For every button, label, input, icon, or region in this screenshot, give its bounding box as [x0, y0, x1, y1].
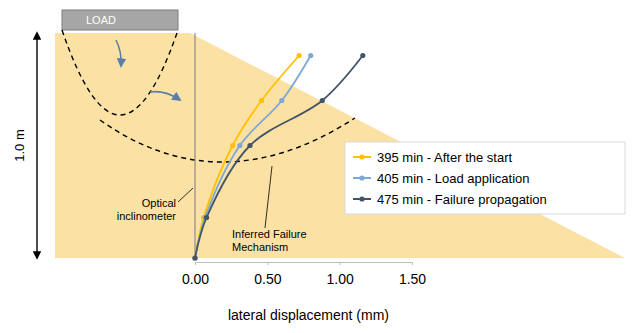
- leader-line: [178, 188, 193, 202]
- legend-label: 395 min - After the start: [377, 150, 513, 165]
- tick-label: 1.50: [399, 271, 426, 287]
- profile-point: [204, 215, 209, 220]
- profile-point: [308, 53, 313, 58]
- tick-mark: [195, 262, 196, 265]
- tick-label: 1.00: [327, 271, 354, 287]
- leader-line: [265, 166, 272, 228]
- load-block: [62, 10, 178, 30]
- x-tick: 0.00: [182, 262, 209, 287]
- tick-label: 0.00: [182, 271, 209, 287]
- legend-marker: [359, 154, 364, 159]
- slope: [55, 33, 625, 258]
- inclinometer-line: [194, 33, 195, 258]
- arrow: [150, 92, 180, 100]
- tick-mark: [267, 262, 268, 265]
- height-label: 1.0 m: [12, 129, 27, 162]
- profile-point: [279, 98, 284, 103]
- legend-box: [345, 142, 625, 214]
- failure-label: Inferred FailureMechanism: [232, 228, 307, 253]
- profile-point: [192, 255, 197, 260]
- legend: 395 min - After the start 405 min - Load …: [345, 142, 625, 214]
- legend-label: 475 min - Failure propagation: [377, 192, 547, 207]
- legend-label: 405 min - Load application: [377, 171, 530, 186]
- inclinometer-label: Opticalinclinometer: [117, 197, 177, 222]
- plot-area: [192, 53, 365, 261]
- profile-point: [320, 98, 325, 103]
- tick-mark: [340, 262, 341, 265]
- tick-mark: [412, 262, 413, 265]
- axis-line: [196, 263, 413, 266]
- arrow: [116, 40, 121, 66]
- height-dimension: [36, 33, 37, 258]
- x-tick: 0.50: [254, 262, 281, 287]
- failure-wedge: [62, 30, 178, 115]
- x-axis: 0.00 0.50 1.00 1.50: [182, 262, 426, 287]
- profile-line: [195, 56, 363, 259]
- profile-point: [192, 255, 197, 260]
- x-tick: 1.00: [327, 262, 354, 287]
- x-axis-title: lateral displacement (mm): [228, 307, 389, 323]
- tick-label: 0.50: [254, 271, 281, 287]
- profile-line: [195, 56, 311, 259]
- profile-point: [259, 98, 264, 103]
- legend-marker: [359, 175, 364, 180]
- legend-marker: [359, 196, 364, 201]
- x-tick: 1.50: [399, 262, 426, 287]
- profile-point: [192, 255, 197, 260]
- profile-line: [195, 56, 299, 259]
- profile-point: [297, 53, 302, 58]
- load-label: LOAD: [86, 14, 116, 26]
- profile-point: [230, 143, 235, 148]
- profile-point: [247, 143, 252, 148]
- profile-point: [237, 143, 242, 148]
- profile-point: [360, 53, 365, 58]
- chart: LOAD 1.0 m Opticalinclinometer Inferred Fai…: [0, 0, 638, 333]
